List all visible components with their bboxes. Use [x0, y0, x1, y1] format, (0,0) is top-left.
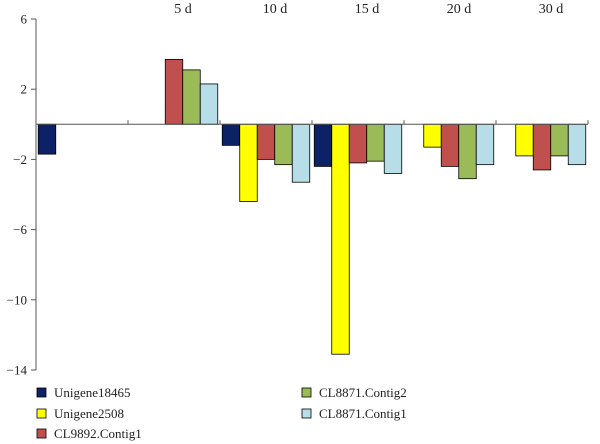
y-tick-label: −2 [13, 152, 27, 167]
bar [221, 123, 241, 146]
bar [239, 123, 258, 202]
legend-label: CL8871.Contig1 [319, 406, 407, 421]
legend-swatch [301, 387, 312, 398]
bar [331, 123, 350, 355]
bar [423, 123, 442, 148]
legend-swatch [301, 408, 312, 419]
bar [475, 123, 495, 166]
bar [567, 123, 587, 166]
legend-swatch [36, 428, 47, 439]
y-tick-label: −14 [7, 363, 28, 378]
bar [366, 123, 385, 162]
bar [440, 123, 460, 167]
bar [313, 123, 333, 167]
bar [515, 123, 534, 157]
bar [383, 123, 403, 174]
category-label: 5 d [174, 2, 192, 17]
bar [274, 123, 293, 166]
bar [348, 123, 368, 164]
bar [182, 69, 201, 125]
y-tick-label: 6 [21, 12, 28, 27]
legend-label: Unigene18465 [54, 385, 131, 400]
legend-swatch [36, 387, 47, 398]
bar [256, 123, 276, 160]
bar [291, 123, 311, 183]
category-labels: 5 d 10 d 15 d 20 d 30 d [174, 2, 563, 17]
legend-label: CL9892.Contig1 [54, 426, 142, 441]
category-label: 20 d [447, 2, 472, 17]
legend: Unigene18465 Unigene2508 CL9892.Contig1 CL8… [36, 385, 407, 441]
y-tick-label: −10 [7, 292, 27, 307]
bars-layer [37, 58, 587, 355]
bar [164, 58, 184, 125]
bar [37, 123, 57, 155]
bar [199, 83, 219, 125]
bar [550, 123, 569, 157]
bar [532, 123, 552, 171]
category-label: 10 d [263, 2, 288, 17]
legend-label: Unigene2508 [54, 406, 124, 421]
legend-label: CL8871.Contig2 [319, 385, 407, 400]
category-label: 30 d [539, 2, 564, 17]
bar [458, 123, 477, 180]
y-tick-label: −6 [13, 222, 27, 237]
legend-swatch [36, 408, 47, 419]
y-tick-label: 2 [21, 82, 28, 97]
category-label: 15 d [355, 2, 380, 17]
axes-layer: 6 2 −2 −6 −10 −14 [7, 12, 589, 378]
